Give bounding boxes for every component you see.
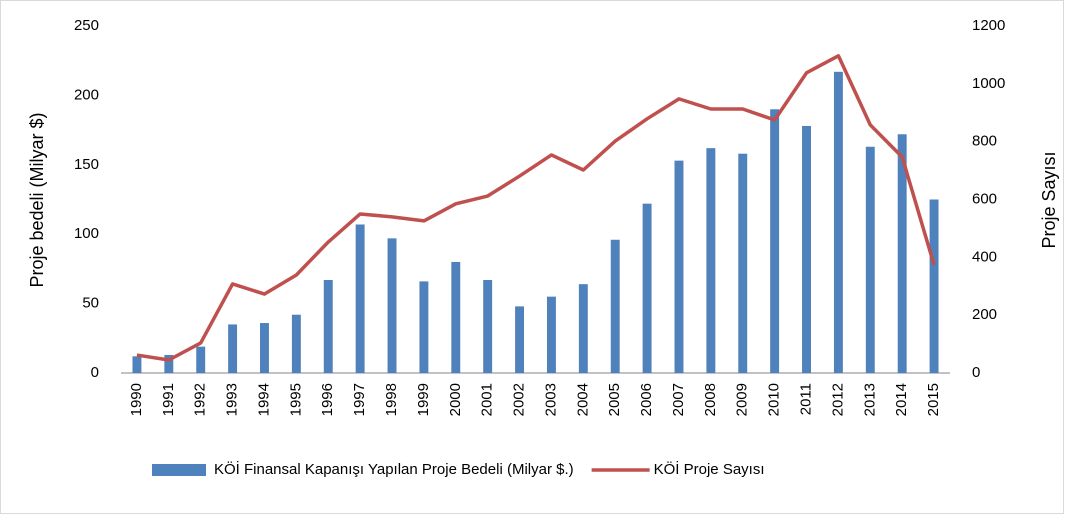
bar — [897, 134, 907, 373]
bar — [132, 356, 142, 373]
x-tick-label: 1995 — [287, 383, 304, 416]
x-tick-label: 2002 — [511, 383, 528, 416]
line — [136, 54, 936, 362]
y-axis-title: Proje bedeli (Milyar $) — [27, 112, 47, 287]
bar — [802, 125, 811, 373]
x-tick-label: 1990 — [128, 383, 145, 416]
x-tick-label: 2015 — [925, 383, 942, 416]
x-tick-label: 2011 — [797, 383, 814, 415]
x-tick-label: 1993 — [224, 383, 241, 416]
y-tick-label: 50 — [82, 295, 99, 312]
bar — [260, 323, 269, 373]
x-tick-label: 1992 — [192, 383, 209, 416]
y2-tick-label: 400 — [972, 248, 997, 265]
bar — [483, 280, 493, 373]
bar — [578, 284, 588, 373]
bar — [642, 203, 652, 373]
legend-swatch — [152, 464, 206, 476]
bar — [738, 153, 748, 373]
bar — [291, 314, 301, 373]
bar — [164, 354, 174, 373]
x-tick-label: 1999 — [415, 383, 432, 416]
bar — [706, 148, 716, 373]
x-tick-label: 2001 — [479, 383, 496, 416]
bar — [419, 281, 429, 373]
y-tick-label: 0 — [91, 364, 99, 381]
x-tick-label: 1996 — [319, 383, 336, 416]
x-tick-label: 2008 — [702, 383, 719, 416]
y-tick-label: 200 — [74, 86, 99, 103]
legend-label: KÖİ Finansal Kapanışı Yapılan Proje Bede… — [214, 460, 574, 478]
x-tick-label: 2006 — [638, 383, 655, 416]
bar — [865, 146, 875, 373]
y2-tick-label: 800 — [972, 133, 997, 150]
x-tick-label: 1994 — [255, 383, 272, 416]
bar — [833, 71, 843, 373]
y-tick-label: 250 — [74, 17, 99, 34]
x-tick-label: 1998 — [383, 383, 400, 416]
bar — [323, 280, 333, 373]
x-tick-label: 2010 — [766, 383, 783, 416]
x-tick-label: 2013 — [861, 383, 878, 416]
y2-tick-label: 600 — [972, 190, 997, 207]
bar — [451, 261, 461, 373]
y2-tick-label: 0 — [972, 364, 980, 381]
bar — [515, 306, 525, 373]
bar — [228, 324, 238, 373]
bar — [929, 199, 939, 373]
x-tick-label: 2003 — [542, 383, 559, 416]
bar — [546, 296, 556, 373]
bar — [674, 160, 684, 373]
x-tick-label: 2012 — [829, 383, 846, 416]
legend-label: KÖİ Proje Sayısı — [654, 460, 765, 478]
x-tick-label: 2014 — [893, 383, 910, 416]
bar — [770, 109, 780, 373]
bar — [610, 239, 620, 373]
y-tick-label: 150 — [74, 156, 99, 173]
x-tick-label: 1991 — [160, 383, 177, 416]
y-tick-label: 100 — [74, 225, 99, 242]
x-tick-label: 2007 — [670, 383, 687, 416]
x-tick-label: 2005 — [606, 383, 623, 416]
y2-axis-title: Proje Sayısı — [1039, 151, 1059, 248]
bar — [196, 346, 206, 373]
x-tick-label: 2004 — [574, 383, 591, 416]
y2-tick-label: 200 — [972, 306, 997, 323]
y2-tick-label: 1200 — [972, 17, 1005, 34]
x-tick-label: 2009 — [734, 383, 751, 416]
bar — [387, 238, 397, 373]
x-tick-label: 1997 — [351, 383, 368, 416]
x-tick-label: 2000 — [447, 383, 464, 416]
bar — [355, 224, 365, 373]
y2-tick-label: 1000 — [972, 75, 1005, 92]
